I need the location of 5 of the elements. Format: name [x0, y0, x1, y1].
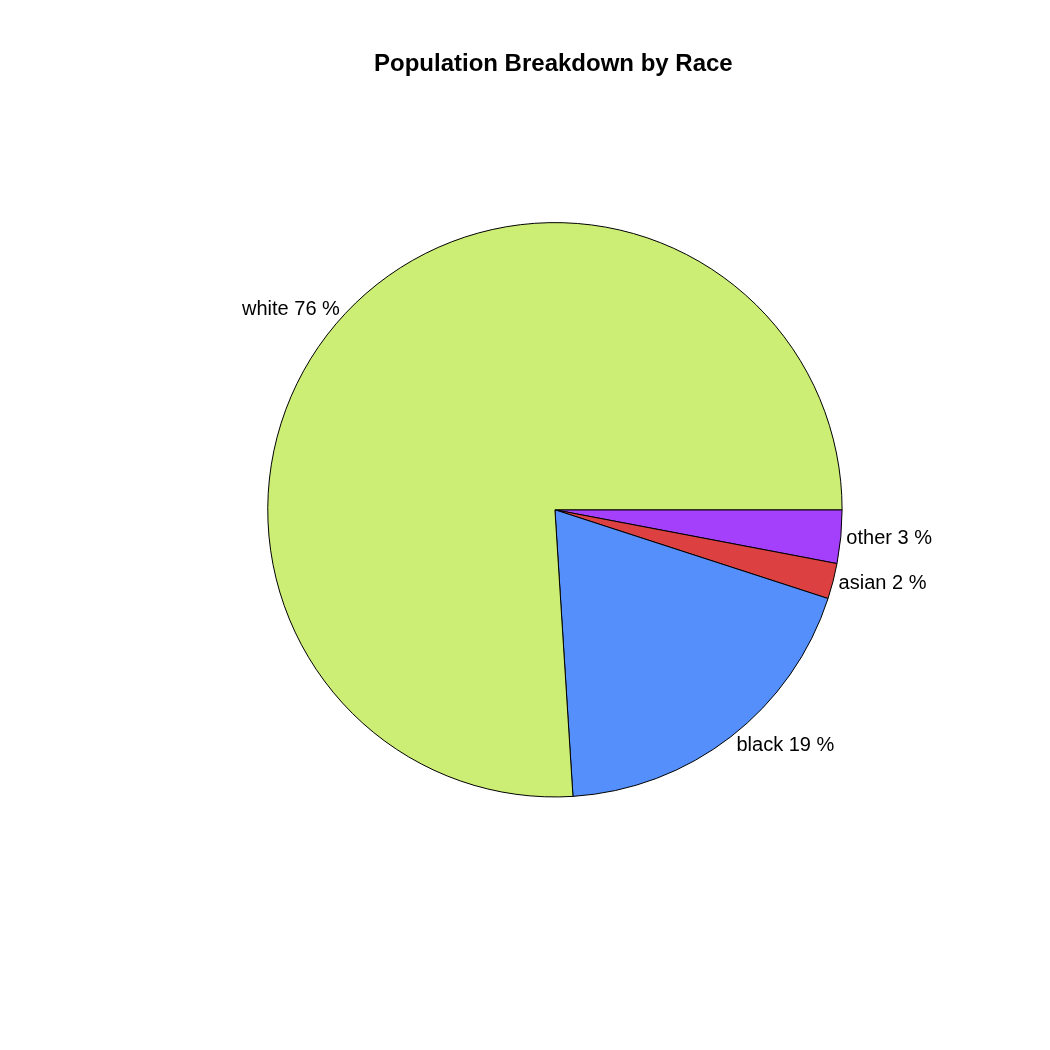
- chart-title: Population Breakdown by Race: [373, 49, 733, 77]
- slice-label: black 19 %: [736, 732, 835, 755]
- slice-label: other 3 %: [846, 525, 933, 548]
- slice-label: white 76 %: [241, 297, 341, 320]
- slice-label: asian 2 %: [838, 570, 927, 593]
